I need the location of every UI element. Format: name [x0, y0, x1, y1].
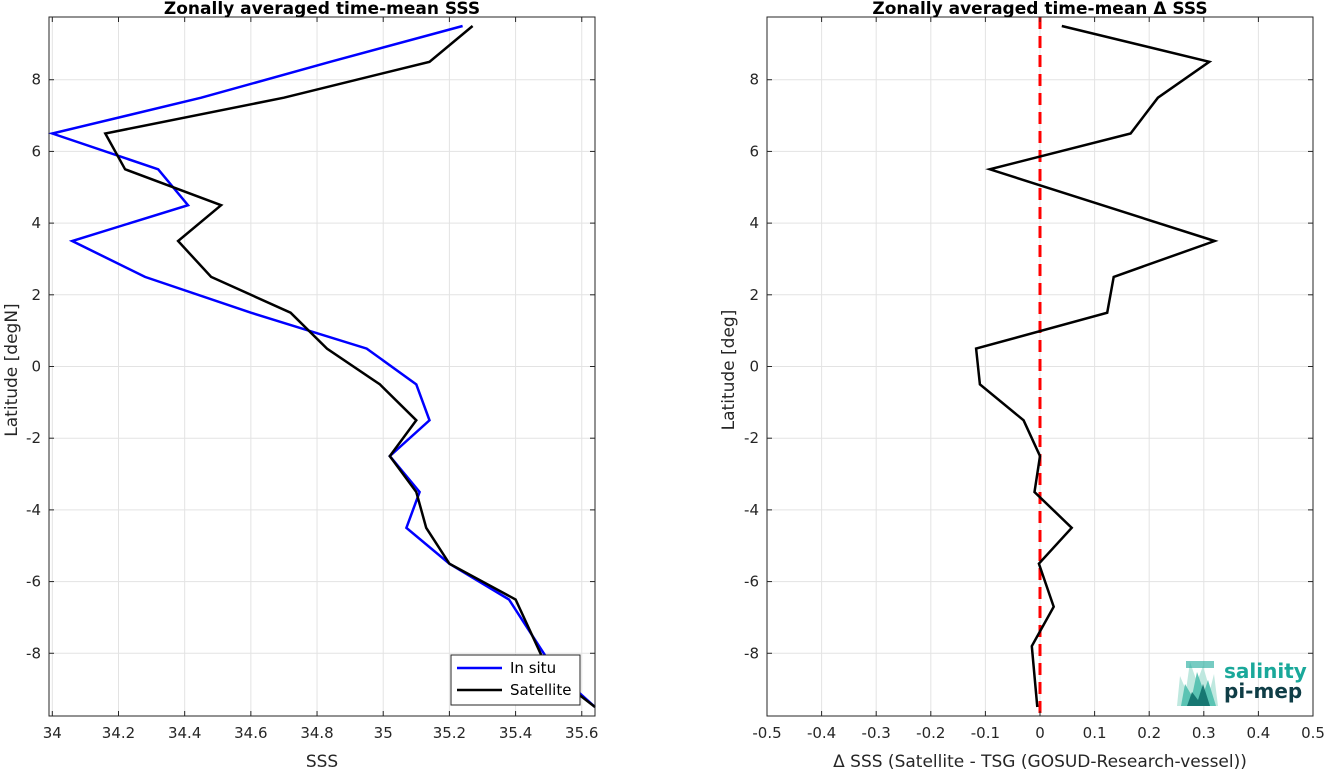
right-chart-title: Zonally averaged time-mean Δ SSS: [872, 0, 1207, 19]
x-tick-label: -0.5: [752, 724, 781, 742]
y-tick-label: 8: [749, 71, 759, 89]
right-chart-panel: -0.5 -0.4 -0.3 -0.2 -0.1 0 0.1 0.2 0.3 0.4 0.5 -8-…: [719, 0, 1325, 769]
logo-wave-mark: [1177, 661, 1218, 706]
salinity-pi-mep-logo: salinity pi-mep: [1177, 659, 1307, 706]
y-tick-label: -8: [744, 644, 759, 662]
legend-box: [450, 654, 581, 706]
x-tick-label: 35.4: [499, 724, 532, 742]
legend-label-satellite: Satellite: [510, 681, 571, 699]
x-tick-label: 35: [374, 724, 393, 742]
y-tick-label: -2: [744, 429, 759, 447]
legend: In situ Satellite: [450, 654, 581, 706]
x-tick-label: 0.4: [1246, 724, 1270, 742]
left-tick-marks: [49, 17, 595, 716]
x-tick-label: -0.3: [862, 724, 891, 742]
x-tick-label: -0.2: [916, 724, 945, 742]
legend-label-in-situ: In situ: [510, 659, 556, 677]
x-tick-label: 35.6: [565, 724, 598, 742]
x-tick-label: 34.6: [234, 724, 267, 742]
y-tick-label: 4: [749, 214, 759, 232]
x-tick-label: 0.5: [1301, 724, 1325, 742]
series-line-satellite: [103, 25, 596, 708]
logo-text-salinity: salinity: [1224, 659, 1307, 683]
y-tick-label: 4: [31, 214, 41, 232]
x-tick-label: 34.2: [102, 724, 135, 742]
x-tick-label: 34.8: [300, 724, 333, 742]
y-tick-label: -2: [26, 429, 41, 447]
x-tick-label: 0.1: [1083, 724, 1107, 742]
logo-text-pi-mep: pi-mep: [1224, 679, 1302, 703]
x-tick-label: -0.1: [971, 724, 1000, 742]
x-tick-label: 0: [1035, 724, 1045, 742]
right-x-axis-label: Δ SSS (Satellite - TSG (GOSUD-Research-v…: [833, 752, 1247, 769]
y-tick-label: 2: [31, 286, 41, 304]
y-tick-label: -6: [26, 573, 41, 591]
x-tick-label: 34.4: [168, 724, 201, 742]
left-x-axis-label: SSS: [306, 752, 338, 769]
x-tick-label: 0.3: [1192, 724, 1216, 742]
y-tick-label: 2: [749, 286, 759, 304]
left-chart-title: Zonally averaged time-mean SSS: [164, 0, 480, 19]
y-tick-label: 8: [31, 71, 41, 89]
series-line-delta-sss-0: [974, 24, 1219, 708]
y-tick-label: -4: [744, 501, 759, 519]
x-tick-label: -0.4: [807, 724, 836, 742]
y-tick-label: -8: [26, 644, 41, 662]
left-x-tick-labels: 34 34.2 34.4 34.6 34.8 35 35.2 35.4 35.6: [43, 724, 599, 742]
right-series-group: [974, 24, 1219, 708]
right-tick-marks: [766, 17, 1314, 716]
x-tick-label: 34: [43, 724, 62, 742]
right-y-tick-labels: -8 -6 -4 -2 0 2 4 6 8: [744, 71, 759, 663]
right-y-axis-label: Latitude [deg]: [719, 310, 739, 431]
y-tick-label: 0: [31, 358, 41, 376]
y-tick-label: -6: [744, 573, 759, 591]
x-tick-label: 35.2: [433, 724, 466, 742]
left-series-group: [47, 24, 596, 708]
y-tick-label: 6: [749, 142, 759, 160]
right-x-tick-labels: -0.5 -0.4 -0.3 -0.2 -0.1 0 0.1 0.2 0.3 0.4 0.5: [752, 724, 1325, 742]
left-chart-panel: 34 34.2 34.4 34.6 34.8 35 35.2 35.4 35.6 -8-6-4-…: [2, 0, 598, 769]
x-tick-label: 0.2: [1137, 724, 1161, 742]
y-tick-label: 6: [31, 142, 41, 160]
left-y-axis-label: Latitude [degN]: [2, 303, 22, 436]
y-tick-label: -4: [26, 501, 41, 519]
y-tick-label: 0: [749, 358, 759, 376]
left-gridlines: [49, 17, 595, 716]
left-y-tick-labels: -8 -6 -4 -2 0 2 4 6 8: [26, 71, 41, 663]
